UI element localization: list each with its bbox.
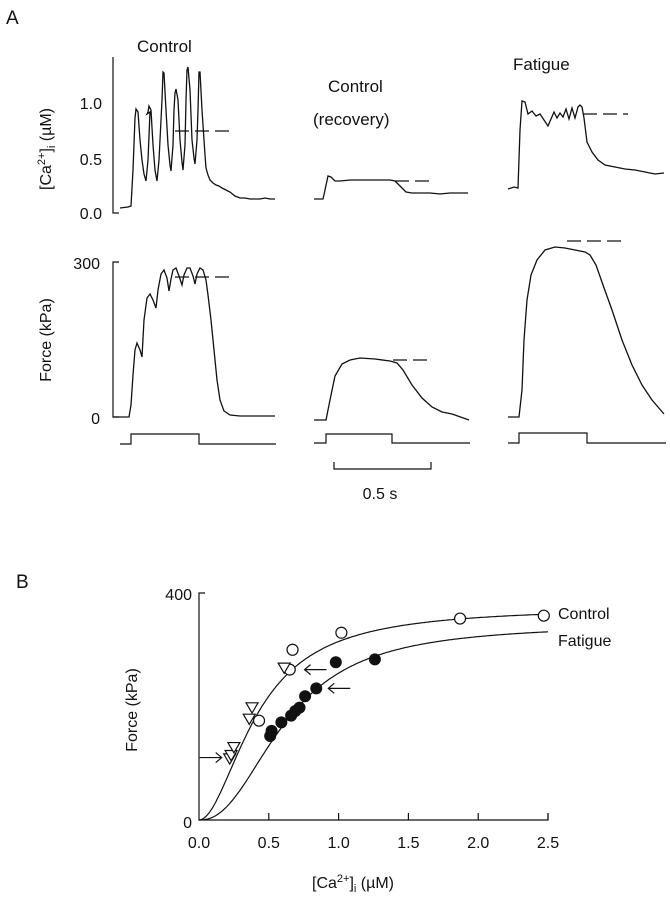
b-x-ticks: 0.0 0.5 1.0 1.5 2.0 2.5 xyxy=(188,813,559,852)
scale-bar xyxy=(333,462,432,470)
data-point-control-circle xyxy=(252,714,266,727)
data-point-control-triangle xyxy=(242,713,257,726)
ca-axis-line xyxy=(112,57,119,214)
ca-trace-recovery xyxy=(314,175,468,200)
force-tick-label: 300 xyxy=(73,256,100,273)
data-point-fatigue xyxy=(275,716,288,729)
b-x-tick-label: 1.0 xyxy=(327,835,349,852)
fit-curve-control xyxy=(198,613,549,821)
legend-fatigue: Fatigue xyxy=(558,633,611,650)
force-axis: 300 0 Force (kPa) xyxy=(38,256,119,428)
force-trace-recovery xyxy=(314,357,470,421)
stimulus-marker-fatigue xyxy=(508,432,666,444)
data-point-control-triangle xyxy=(244,702,260,715)
data-point-control-triangle xyxy=(226,741,241,754)
data-point-control-circle xyxy=(286,643,299,656)
ca-tick-label: 0.0 xyxy=(80,206,102,223)
force-axis-title: Force (kPa) xyxy=(38,298,55,382)
panel-b-chart: 0.0 0.5 1.0 1.5 2.0 2.5 400 0 Force (kPa) [Ca… xyxy=(124,587,611,895)
data-point-control-circle xyxy=(453,612,467,625)
title-recovery-line1: Control xyxy=(328,77,383,96)
data-point-fatigue xyxy=(293,701,306,714)
b-data-points xyxy=(222,609,550,766)
data-point-control-triangle xyxy=(277,662,292,675)
legend-control: Control xyxy=(558,606,610,623)
b-x-tick-label: 2.5 xyxy=(537,835,559,852)
title-control: Control xyxy=(137,37,192,56)
ca-axis: 1.0 0.5 0.0 [Ca2+]i (µM) xyxy=(36,57,119,223)
ca-tick-label: 1.0 xyxy=(80,96,102,113)
ca-axis-title: [Ca2+]i (µM) xyxy=(36,108,58,190)
title-recovery-line2: (recovery) xyxy=(313,110,390,129)
data-point-fatigue xyxy=(329,656,342,669)
stimulus-marker-control xyxy=(120,433,276,445)
title-fatigue: Fatigue xyxy=(513,55,570,74)
data-point-control-circle xyxy=(335,626,348,639)
arrow-right-icon xyxy=(199,752,223,764)
b-y-tick-label: 0 xyxy=(183,815,192,832)
b-x-tick-label: 1.5 xyxy=(397,835,419,852)
panel-label-b: B xyxy=(16,572,29,593)
data-point-fatigue xyxy=(265,724,278,737)
b-x-tick-label: 0.0 xyxy=(188,835,210,852)
data-point-fatigue xyxy=(368,653,381,666)
b-x-tick-label: 2.0 xyxy=(467,835,489,852)
ca-trace-control xyxy=(119,66,275,209)
b-y-axis-title: Force (kPa) xyxy=(124,668,141,752)
b-y-tick-label: 400 xyxy=(165,587,192,604)
arrow-left-icon xyxy=(303,664,327,676)
arrow-left-icon xyxy=(327,682,351,694)
ca-trace-fatigue xyxy=(507,100,665,190)
data-point-fatigue xyxy=(310,682,323,695)
data-point-fatigue xyxy=(299,690,312,703)
force-tick-label: 0 xyxy=(91,411,100,428)
ca-tick-label: 0.5 xyxy=(80,152,102,169)
b-x-axis-title: [Ca2+]i (µM) xyxy=(312,873,394,895)
force-trace-control xyxy=(113,267,275,418)
stimulus-marker-recovery xyxy=(314,433,470,444)
panel-label-a: A xyxy=(6,8,19,29)
data-point-control-circle xyxy=(537,609,550,622)
scale-bar-label: 0.5 s xyxy=(363,486,398,503)
b-x-tick-label: 0.5 xyxy=(258,835,280,852)
b-arrows xyxy=(199,664,351,764)
force-axis-line xyxy=(112,261,119,418)
force-trace-fatigue xyxy=(508,246,665,418)
